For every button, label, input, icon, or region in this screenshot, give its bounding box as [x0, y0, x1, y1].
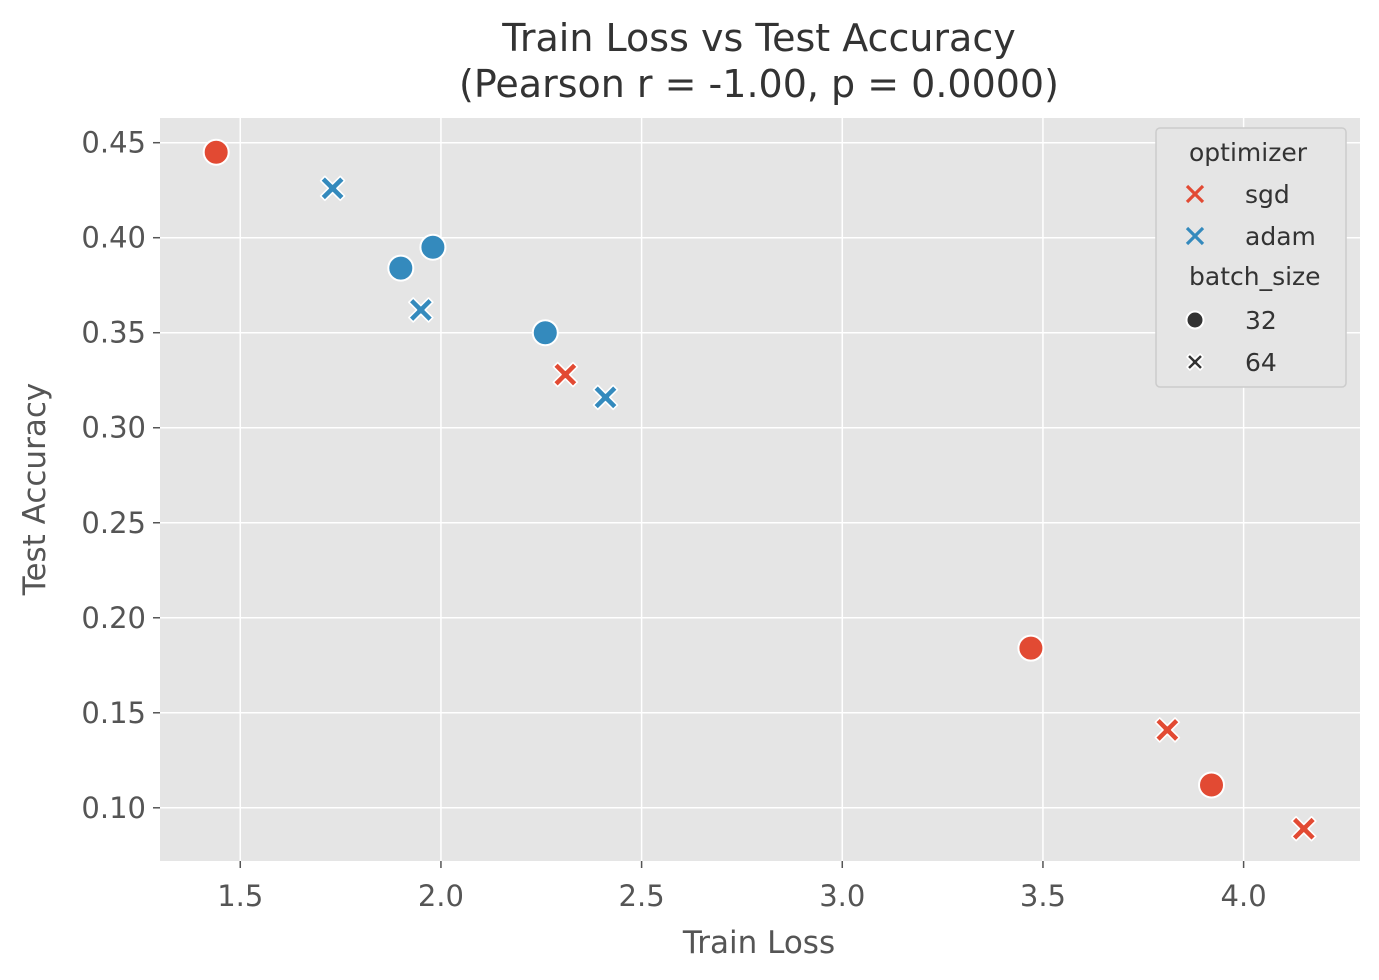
y-tick-label: 0.35 — [81, 316, 146, 350]
x-tick-label: 3.5 — [1020, 879, 1066, 913]
data-points — [202, 138, 1317, 842]
data-point-circle — [531, 319, 559, 347]
legend-hue-title: optimizer — [1189, 138, 1308, 167]
legend-label-adam: adam — [1245, 222, 1316, 251]
y-tick-label: 0.20 — [81, 601, 146, 635]
x-tick-label: 4.0 — [1221, 879, 1267, 913]
x-axis-label: Train Loss — [682, 925, 835, 961]
legend-hue-entries: sgd adam — [1185, 180, 1316, 251]
data-point-x — [408, 297, 434, 323]
legend-marker-sgd — [1185, 184, 1205, 204]
x-tick-label: 1.5 — [217, 879, 263, 913]
chart-title: Train Loss vs Test Accuracy — [501, 16, 1015, 60]
data-point-circle — [419, 233, 447, 261]
chart-subtitle: (Pearson r = -1.00, p = 0.0000) — [459, 62, 1059, 106]
y-axis-label: Test Accuracy — [17, 383, 53, 596]
y-tick-label: 0.15 — [81, 696, 146, 730]
data-point-circle — [1017, 634, 1045, 662]
data-point-x — [319, 175, 346, 202]
legend-label-sgd: sgd — [1245, 180, 1290, 209]
data-point-x — [552, 361, 579, 388]
data-point-x — [1154, 717, 1181, 743]
legend-label-batch-32: 32 — [1245, 306, 1277, 335]
legend-style-title: batch_size — [1189, 262, 1321, 291]
legend-marker-x — [1186, 353, 1204, 371]
legend-marker-adam — [1185, 226, 1205, 246]
data-point-circle — [202, 138, 230, 166]
data-point-circle — [387, 254, 415, 282]
legend-label-batch-64: 64 — [1245, 348, 1277, 377]
data-point-x — [1291, 815, 1317, 842]
y-tick-label: 0.30 — [81, 411, 146, 445]
data-point-circle — [1198, 771, 1226, 799]
y-tick-label: 0.45 — [81, 126, 146, 160]
y-tick-label: 0.25 — [81, 506, 146, 540]
grid — [160, 118, 1360, 861]
data-point-x — [592, 384, 619, 411]
y-tick-label: 0.10 — [81, 791, 146, 825]
x-tick-label: 2.5 — [619, 879, 665, 913]
axis-ticks: 1.5 2.0 2.5 3.0 3.5 4.0 0.10 0.15 0.20 0.25 0.30 0.… — [81, 126, 1266, 913]
legend-marker-circle — [1185, 310, 1205, 330]
x-tick-label: 2.0 — [418, 879, 464, 913]
y-tick-label: 0.40 — [81, 221, 146, 255]
x-tick-label: 3.0 — [819, 879, 865, 913]
